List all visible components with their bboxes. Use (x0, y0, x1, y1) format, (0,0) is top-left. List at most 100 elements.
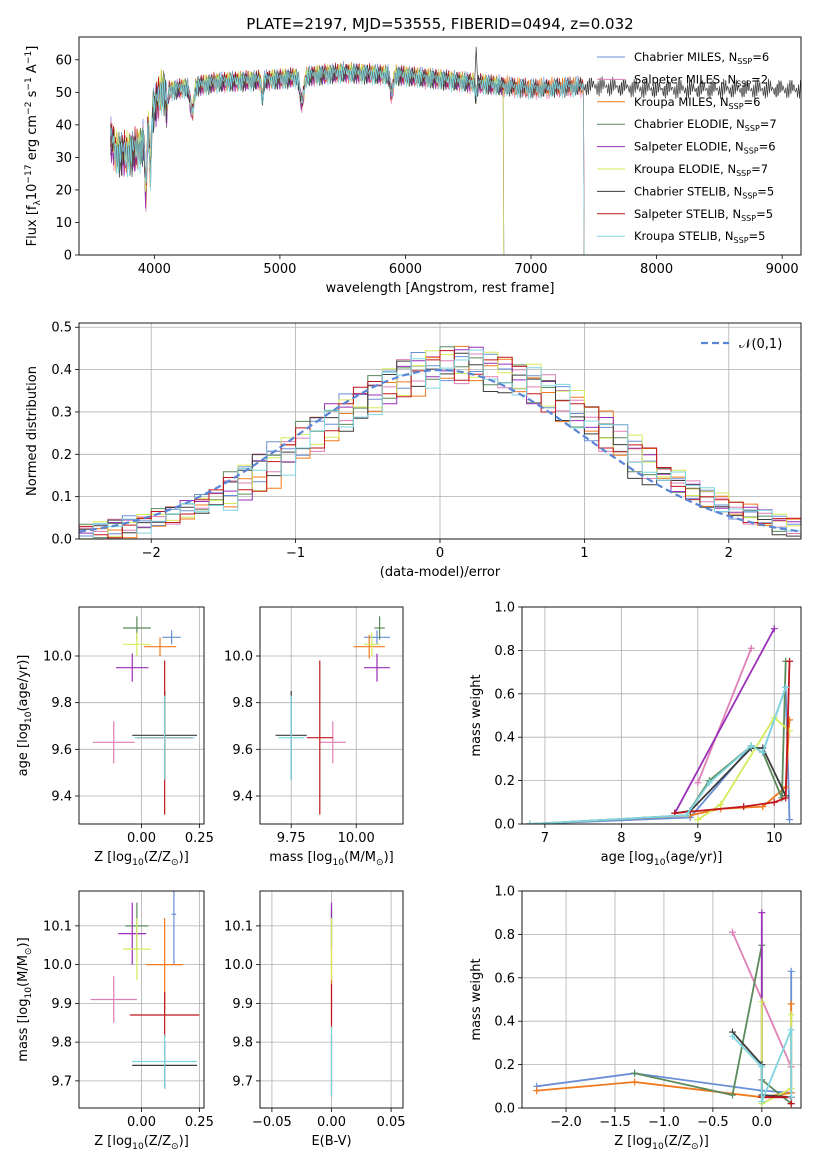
weight-marker (782, 683, 790, 691)
x-tick-label: 8 (617, 831, 625, 846)
errorbars-age_vs_Z (92, 616, 198, 815)
weight-marker (728, 928, 736, 936)
y-tick-label: 9.8 (232, 1036, 253, 1051)
errorbars-age_vs_mass (275, 616, 390, 815)
weight-marker (728, 1091, 736, 1099)
legend-label: Kroupa ELODIE, NSSP=7 (634, 162, 768, 178)
x-axis-label: Z [log10​(Z/Z⊙​)] (94, 1134, 189, 1152)
errorbar-kroupa_elodie (364, 632, 380, 656)
x-tick-label: 10 (766, 831, 783, 846)
x-tick-label: 9000 (766, 262, 799, 277)
y-tick-label: 0.0 (494, 818, 515, 833)
spectrum-lines (110, 46, 801, 255)
y-tick-label: 9.7 (51, 1074, 72, 1089)
x-tick-label: 7000 (514, 262, 547, 277)
spectrum-series-kroupa_elodie (110, 63, 505, 255)
y-tick-label: 9.9 (51, 997, 72, 1012)
frame-residuals (78, 322, 802, 540)
y-tick-label: 0.2 (494, 1058, 515, 1073)
x-tick-label: 0.25 (185, 831, 214, 846)
errorbar-salpeter_elodie (118, 902, 147, 965)
x-tick-label: 0.00 (127, 1115, 156, 1130)
errorbar-kroupa_stelib (278, 695, 305, 780)
x-axis-label: Z [log10​(Z/Z⊙​)] (94, 850, 189, 868)
x-tick-label: 9.75 (277, 831, 306, 846)
y-tick-label: 1.0 (494, 601, 515, 616)
y-tick-label: 0 (64, 249, 72, 264)
weight-lines-weight_vs_age (526, 625, 794, 824)
weight-marker (747, 644, 755, 652)
x-axis-label: (data-model)/error (380, 565, 501, 580)
x-tick-label: 0.00 (317, 1115, 346, 1130)
y-tick-label: 20 (55, 183, 72, 198)
ticks-mass_vs_ebv: −0.05 0.00 0.05 9.7 9.8 9.9 10.0 10.1 (224, 919, 406, 1130)
spectrum-series-chabrier_stelib (110, 64, 801, 182)
errorbar-kroupa_miles (353, 635, 385, 659)
residual-legend: 𝒩(0,1) (701, 337, 782, 352)
y-tick-label: 10.1 (224, 919, 253, 934)
x-tick-label: −2.0 (550, 1115, 582, 1130)
x-tick-label: 1 (580, 546, 588, 561)
y-tick-label: 0.5 (51, 321, 72, 336)
weight-marker (786, 657, 794, 665)
weight-marker (717, 800, 725, 808)
errorbar-salpeter_miles (90, 976, 137, 1023)
grid-weight_vs_Z (522, 890, 801, 1109)
x-tick-label: 10.00 (338, 831, 375, 846)
weight-series-kroupa_stelib (529, 687, 787, 824)
weight-marker (758, 1063, 766, 1071)
grid-age_vs_mass (260, 607, 403, 824)
y-tick-label: 9.9 (232, 997, 253, 1012)
chart-title: PLATE=2197, MJD=53555, FIBERID=0494, z=0… (246, 15, 633, 33)
grid-weight_vs_age (522, 606, 801, 825)
y-tick-label: 9.7 (232, 1074, 253, 1089)
x-tick-label: −0.5 (697, 1115, 729, 1130)
frame-weight_vs_Z (521, 890, 802, 1109)
y-tick-label: 10.0 (43, 650, 72, 665)
x-tick-label: 0.25 (185, 1115, 214, 1130)
weight-marker (740, 803, 748, 811)
normal-curve (79, 368, 801, 533)
y-tick-label: 60 (55, 53, 72, 68)
x-tick-label: 5000 (263, 262, 296, 277)
y-tick-label: 0.4 (51, 363, 72, 378)
weight-marker (631, 1078, 639, 1086)
x-tick-label: −1 (286, 546, 305, 561)
weight-marker (747, 742, 755, 750)
weight-marker (631, 1069, 639, 1077)
ticks-residuals: −2 −1 0 1 2 0.0 0.1 0.2 0.3 0.4 0.5 (51, 321, 733, 561)
ticks-weight_vs_age: 7 8 9 10 0.0 0.2 0.4 0.6 0.8 1.0 (494, 601, 782, 847)
x-tick-label: −2 (142, 546, 161, 561)
y-tick-label: 9.4 (51, 790, 72, 805)
weight-marker (728, 1032, 736, 1040)
axes-weight_vs_age: 7 8 9 10 0.0 0.2 0.4 0.6 0.8 1.0 age [log10​(age/y… (469, 601, 801, 868)
y-tick-label: 0.6 (494, 687, 515, 702)
weight-marker (782, 794, 790, 802)
y-tick-label: 9.8 (51, 1036, 72, 1051)
errorbar-chabrier_elodie (374, 616, 385, 640)
errorbar-salpeter_stelib (129, 991, 200, 1039)
weight-marker (770, 625, 778, 633)
weight-marker (759, 748, 767, 756)
x-axis-label: age [log10​(age/yr)] (601, 850, 723, 868)
axes-age_vs_mass: 9.75 10.00 9.4 9.6 9.8 10.0 mass [log10​(M/M⊙​… (224, 607, 403, 868)
axes-weight_vs_Z: −2.0 −1.5 −1.0 −0.5 0.0 0.0 0.2 0.4 0.6 0.8 1.0 Z [… (469, 885, 801, 1152)
x-tick-label: 0 (436, 546, 444, 561)
errorbar-chabrier_miles (162, 630, 181, 645)
weight-marker (705, 779, 713, 787)
frame-spectrum (78, 36, 802, 256)
axes-spectrum: 4000 5000 6000 7000 8000 9000 0 10 20 30 40 50 60 wav… (24, 46, 799, 296)
weight-marker (758, 909, 766, 917)
weight-series-salpeter_miles (696, 647, 753, 784)
y-axis-label: Normed distribution (25, 366, 40, 496)
spectrum-series-kroupa_stelib (110, 65, 585, 255)
histogram-kroupa_stelib (79, 349, 801, 539)
x-tick-label: −1.5 (599, 1115, 631, 1130)
errorbar-salpeter_stelib (306, 660, 333, 815)
ticks-age_vs_Z: 0.00 0.25 9.4 9.6 9.8 10.0 (43, 650, 214, 847)
x-tick-label: 9 (694, 831, 702, 846)
weight-marker (787, 1100, 795, 1108)
ticks-age_vs_mass: 9.75 10.00 9.4 9.6 9.8 10.0 (224, 650, 375, 847)
y-tick-label: 10.0 (43, 958, 72, 973)
weight-marker (787, 1026, 795, 1034)
